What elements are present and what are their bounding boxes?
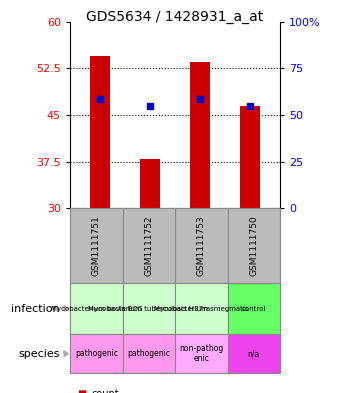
Text: Mycobacterium smegmatis: Mycobacterium smegmatis	[154, 305, 248, 312]
Text: pathogenic: pathogenic	[127, 349, 170, 358]
Text: infection: infection	[11, 303, 60, 314]
Text: GSM1111753: GSM1111753	[197, 215, 206, 276]
Text: ■: ■	[77, 389, 86, 393]
Bar	[190, 62, 210, 208]
Text: GSM1111750: GSM1111750	[249, 215, 258, 276]
Text: GSM1111752: GSM1111752	[144, 215, 153, 276]
Bar	[240, 106, 260, 208]
Text: control: control	[241, 305, 266, 312]
Text: pathogenic: pathogenic	[75, 349, 118, 358]
Text: n/a: n/a	[248, 349, 260, 358]
Bar	[90, 56, 110, 208]
Text: GSM1111751: GSM1111751	[92, 215, 101, 276]
Text: species: species	[18, 349, 60, 359]
Text: count: count	[91, 389, 119, 393]
Text: Mycobacterium bovis BCG: Mycobacterium bovis BCG	[50, 305, 142, 312]
Text: Mycobacterium tuberculosis H37ra: Mycobacterium tuberculosis H37ra	[88, 305, 210, 312]
Text: non-pathog
enic: non-pathog enic	[179, 344, 223, 364]
Bar	[140, 158, 160, 208]
Text: GDS5634 / 1428931_a_at: GDS5634 / 1428931_a_at	[86, 10, 264, 24]
